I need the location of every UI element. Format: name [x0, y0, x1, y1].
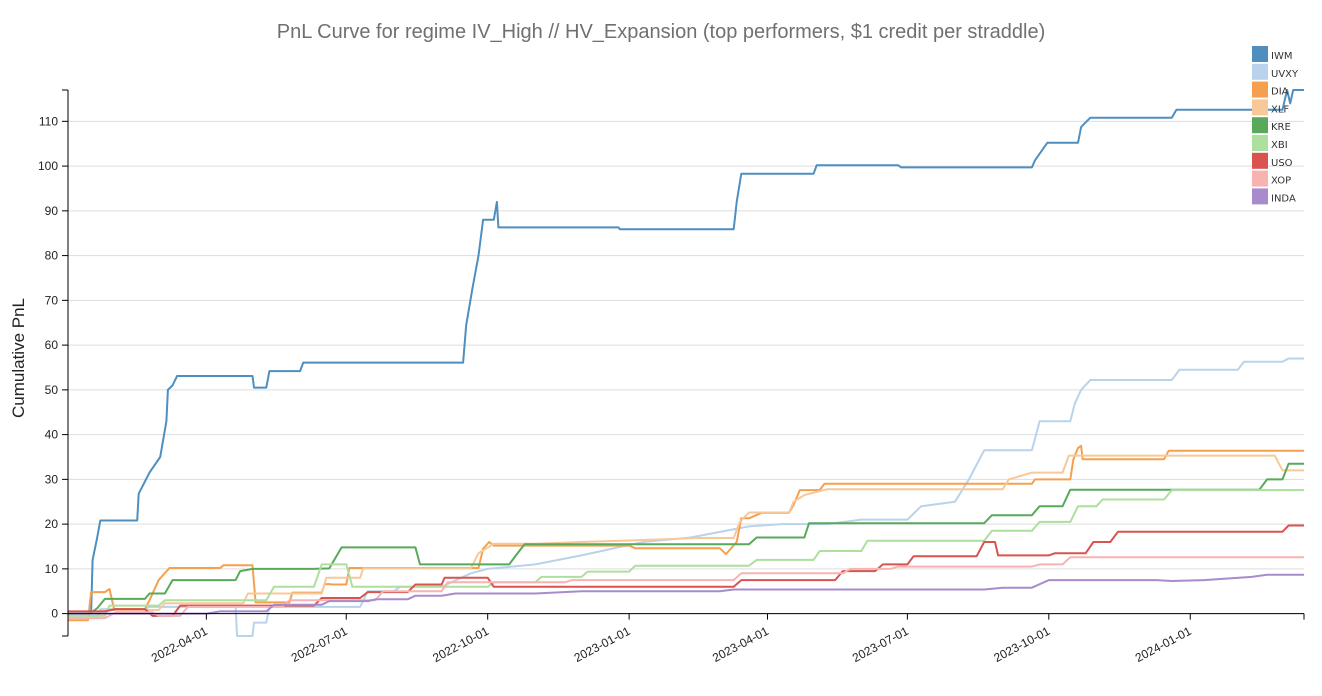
legend-swatch-uvxy	[1252, 63, 1268, 80]
series-line-uvxy	[68, 357, 1304, 637]
y-tick-label: 70	[45, 293, 59, 307]
legend-swatch-iwm	[1252, 46, 1268, 62]
x-tick-label: 2024-01-01	[1133, 624, 1194, 665]
legend-label-dia: DIA	[1271, 87, 1289, 98]
y-tick-label: 10	[45, 562, 59, 576]
y-tick-label: 30	[45, 472, 59, 486]
series-line-iwm	[68, 89, 1304, 615]
series-line-uso	[68, 524, 1304, 617]
legend-swatch-inda	[1252, 188, 1268, 205]
series-line-xlf	[68, 454, 1304, 620]
legend-label-uvxy: UVXY	[1271, 69, 1299, 80]
legend-label-xlf: XLF	[1271, 104, 1289, 115]
legend-label-uso: USO	[1271, 158, 1293, 169]
legend-swatch-kre	[1252, 117, 1268, 134]
y-tick-label: 80	[45, 249, 59, 263]
series-line-dia	[68, 444, 1304, 622]
legend: IWM UVXY DIA XLF KRE XBI USO XOP INDA	[1252, 46, 1299, 205]
gridlines	[68, 120, 1304, 615]
x-tick-label: 2023-10-01	[991, 624, 1052, 665]
legend-label-iwm: IWM	[1271, 51, 1292, 62]
y-tick-label: 60	[45, 338, 59, 352]
legend-swatch-dia	[1252, 81, 1268, 98]
legend-label-inda: INDA	[1271, 193, 1296, 204]
legend-label-xop: XOP	[1271, 176, 1291, 187]
y-tick-label: 100	[38, 159, 58, 173]
x-tick-label: 2022-10-01	[430, 624, 491, 665]
series-line-xbi	[68, 489, 1304, 617]
legend-swatch-uso	[1252, 152, 1268, 169]
legend-swatch-xop	[1252, 170, 1268, 187]
y-tick-label: 90	[45, 204, 59, 218]
axes: 0 10 20 30 40 50 60 70 80 90 100 110 2022-04-01 2022-…	[38, 89, 1305, 665]
y-tick-label: 110	[39, 114, 58, 128]
series-lines	[68, 89, 1304, 637]
y-tick-label: 50	[45, 383, 59, 397]
y-axis-label: Cumulative PnL	[9, 298, 28, 418]
x-tick-label: 2023-01-01	[572, 624, 633, 665]
x-tick-label: 2023-04-01	[710, 624, 771, 665]
y-tick-label: 40	[45, 428, 59, 442]
legend-label-kre: KRE	[1271, 122, 1291, 133]
x-tick-label: 2023-07-01	[850, 624, 911, 665]
series-line-kre	[68, 462, 1304, 615]
y-tick-label: 0	[51, 607, 58, 621]
series-line-xop	[68, 556, 1304, 620]
y-tick-label: 20	[45, 517, 59, 531]
series-line-inda	[68, 573, 1304, 615]
legend-swatch-xbi	[1252, 135, 1268, 151]
x-tick-label: 2022-04-01	[149, 624, 210, 665]
x-tick-label: 2022-07-01	[289, 624, 350, 665]
legend-swatch-xlf	[1252, 99, 1268, 116]
legend-label-xbi: XBI	[1271, 140, 1288, 151]
chart-title: PnL Curve for regime IV_High // HV_Expan…	[277, 21, 1046, 43]
